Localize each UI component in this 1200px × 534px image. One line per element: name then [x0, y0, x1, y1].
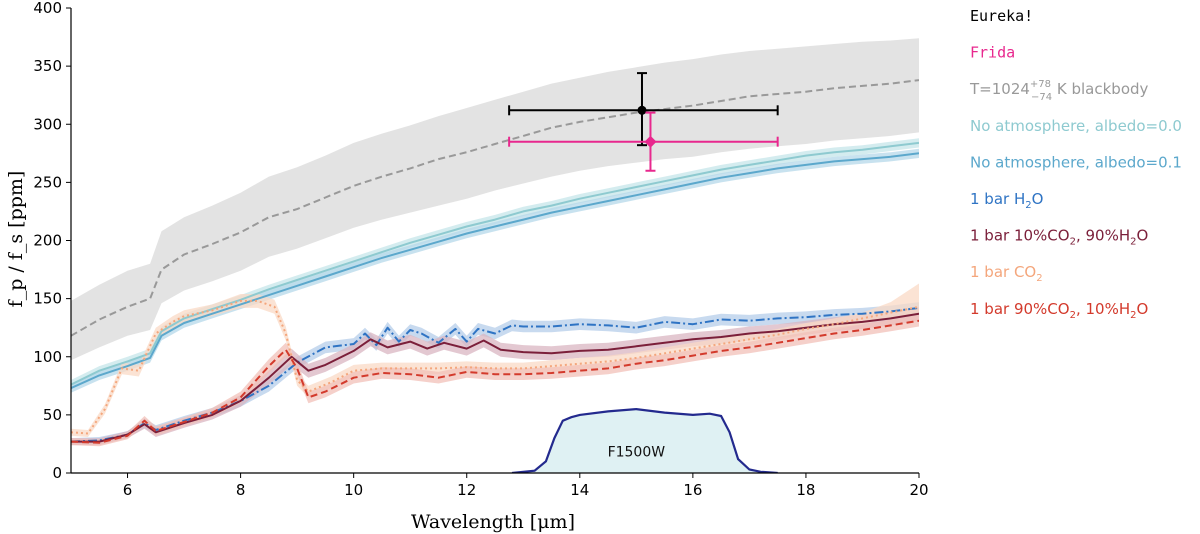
y-tick-label: 0 — [52, 464, 62, 482]
y-tick-label: 400 — [33, 0, 62, 17]
datapoint-frida — [508, 111, 779, 172]
x-tick-label: 12 — [457, 481, 476, 499]
y-tick-label: 250 — [33, 173, 62, 191]
legend-entry: Eureka! — [970, 7, 1033, 25]
y-axis-label: f_p / f_s [ppm] — [5, 171, 27, 308]
legend-entry: No atmosphere, albedo=0.0 — [970, 117, 1182, 135]
legend-entry: T=1024+78 −74 K blackbody — [969, 79, 1149, 103]
series-1-bar-90-co2-10-h2o — [71, 319, 919, 444]
y-tick-label: 350 — [33, 57, 62, 75]
y-axis: 0 50 100 150 200 250 300 350 400 — [33, 0, 71, 482]
legend-entry: 1 bar 10%CO2, 90%H2O — [970, 227, 1148, 248]
x-tick-label: 8 — [236, 481, 246, 499]
filter-label: F1500W — [608, 445, 666, 461]
x-axis-label: Wavelength [μm] — [411, 511, 575, 533]
series-1-bar-10-co2-90-h2o — [71, 312, 919, 443]
y-tick-label: 100 — [33, 348, 62, 366]
series-1-bar-co2 — [71, 299, 919, 435]
series-no-atmosphere-albedo-0-0 — [71, 141, 919, 386]
y-tick-label: 200 — [33, 232, 62, 250]
x-axis: 6 8 10 12 14 16 18 20 — [123, 473, 929, 499]
series-no-atmosphere-albedo-0-1 — [71, 152, 919, 390]
x-tick-label: 10 — [344, 481, 363, 499]
x-tick-label: 18 — [796, 481, 815, 499]
filter-curve — [511, 407, 778, 473]
band-1-bar-90-co2-10-h2o — [71, 314, 919, 447]
band-t-1024-78-74-k-blackbody — [71, 38, 919, 361]
x-tick-label: 16 — [683, 481, 702, 499]
circle-marker — [637, 105, 647, 115]
legend-entry: 1 bar H2O — [970, 190, 1043, 211]
band-1-bar-co2 — [71, 283, 919, 437]
series-t-1024-78-74-k-blackbody — [71, 79, 919, 337]
legend-entry: No atmosphere, albedo=0.1 — [970, 153, 1182, 171]
plot-area: F1500W — [71, 38, 919, 473]
x-tick-label: 14 — [570, 481, 589, 499]
legend: Eureka! Frida T=1024+78 −74 K blackbody No a… — [969, 7, 1182, 321]
x-tick-label: 20 — [909, 481, 928, 499]
diamond-marker — [644, 135, 657, 148]
legend-entry: Frida — [970, 44, 1015, 62]
x-tick-label: 6 — [123, 481, 133, 499]
y-tick-label: 150 — [33, 290, 62, 308]
y-tick-label: 300 — [33, 115, 62, 133]
legend-entry: 1 bar 90%CO2, 10%H2O — [970, 300, 1148, 321]
filter-fill — [511, 409, 778, 473]
y-tick-label: 50 — [43, 406, 62, 424]
datapoint-eureka — [508, 72, 779, 147]
legend-entry: 1 bar CO2 — [970, 263, 1043, 284]
series-1-bar-h2o — [71, 306, 919, 443]
